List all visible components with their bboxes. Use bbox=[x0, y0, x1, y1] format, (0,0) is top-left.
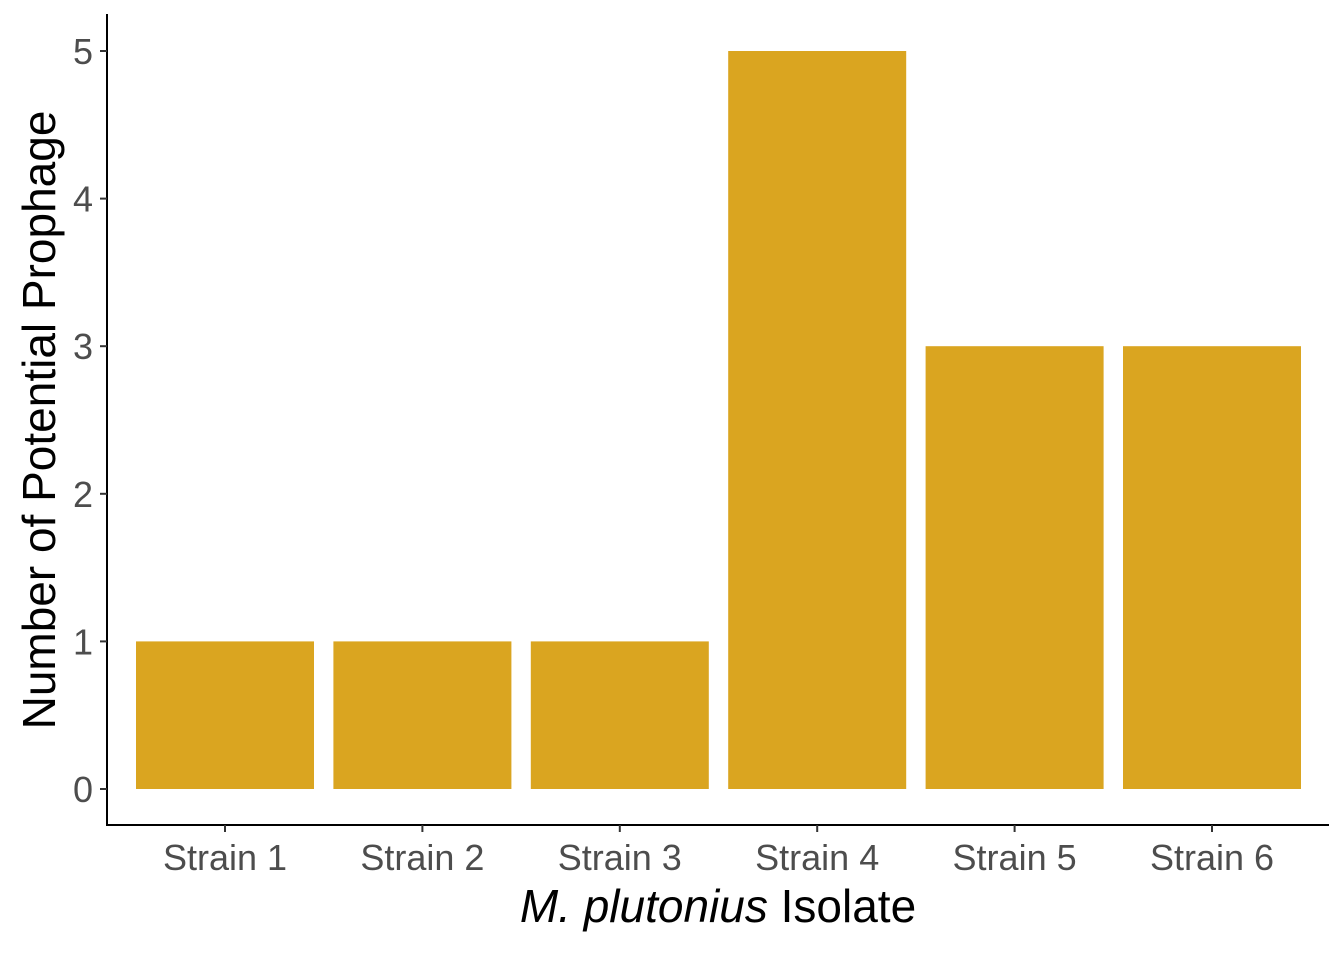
bar-6 bbox=[1123, 346, 1301, 789]
x-tick-label: Strain 5 bbox=[953, 837, 1077, 878]
bar-2 bbox=[333, 641, 512, 789]
y-ticks-group: 0 1 2 3 4 5 bbox=[73, 31, 107, 810]
bar-1 bbox=[136, 641, 314, 789]
y-tick-label: 1 bbox=[73, 621, 93, 662]
bar-4 bbox=[728, 51, 907, 789]
y-tick-label: 4 bbox=[73, 179, 93, 220]
y-tick-label: 2 bbox=[73, 474, 93, 515]
y-tick-label: 5 bbox=[73, 31, 93, 72]
y-axis-title: Number of Potential Prophage bbox=[13, 111, 65, 730]
bars-group bbox=[136, 51, 1301, 789]
x-axis-title: M. plutonius Isolate bbox=[520, 880, 916, 932]
x-tick-label: Strain 6 bbox=[1150, 837, 1274, 878]
x-ticks-group: Strain 1 Strain 2 Strain 3 Strain 4 Strain 5… bbox=[163, 825, 1274, 878]
y-tick-label: 3 bbox=[73, 326, 93, 367]
x-tick-label: Strain 1 bbox=[163, 837, 287, 878]
x-tick-label: Strain 3 bbox=[558, 837, 682, 878]
x-tick-label: Strain 4 bbox=[755, 837, 879, 878]
y-tick-label: 0 bbox=[73, 769, 93, 810]
x-tick-label: Strain 2 bbox=[360, 837, 484, 878]
bar-5 bbox=[925, 346, 1104, 789]
bar-3 bbox=[530, 641, 709, 789]
